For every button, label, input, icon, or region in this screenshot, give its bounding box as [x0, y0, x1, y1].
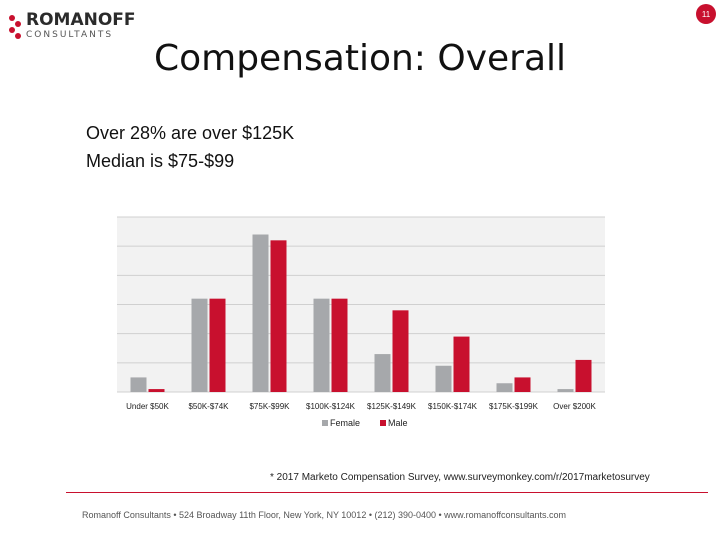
x-tick-label: $100K-$124K [306, 402, 356, 411]
x-tick-label: $150K-$174K [428, 402, 478, 411]
male-bar [514, 377, 531, 392]
female-bar [191, 298, 208, 392]
page-number-badge: 11 [696, 4, 716, 24]
female-bar [557, 389, 574, 392]
bullet-list: Over 28% are over $125K Median is $75-$9… [86, 119, 294, 175]
female-bar [374, 354, 391, 392]
bullet-item: Median is $75-$99 [86, 151, 235, 171]
female-bar [130, 377, 147, 392]
logo-mark-icon [9, 15, 21, 39]
footer-divider [66, 492, 708, 493]
legend-male-swatch [380, 420, 386, 426]
x-tick-label: $125K-$149K [367, 402, 417, 411]
x-tick-label: $75K-$99K [249, 402, 290, 411]
company-logo: ROMANOFF CONSULTANTS [6, 8, 136, 44]
male-bar [148, 389, 165, 392]
male-bar [392, 310, 409, 392]
source-footnote: * 2017 Marketo Compensation Survey, www.… [270, 472, 650, 483]
x-tick-label: $175K-$199K [489, 402, 539, 411]
x-tick-label: Under $50K [126, 402, 169, 411]
male-bar [453, 336, 470, 392]
female-bar [496, 383, 513, 392]
male-bar [209, 298, 226, 392]
footer-contact: Romanoff Consultants • 524 Broadway 11th… [82, 510, 567, 520]
x-tick-label: Over $200K [553, 402, 596, 411]
female-bar [252, 234, 269, 392]
slide-title: Compensation: Overall [153, 38, 567, 79]
legend-female-swatch [322, 420, 328, 426]
legend-male-label: Male [388, 418, 408, 428]
bullet-item: Over 28% are over $125K [86, 123, 295, 143]
female-bar [435, 365, 452, 392]
x-tick-label: $50K-$74K [188, 402, 229, 411]
male-bar [575, 359, 592, 392]
female-bar [313, 298, 330, 392]
male-bar [270, 240, 287, 392]
logo-name: ROMANOFF [26, 10, 136, 30]
legend-female-label: Female [330, 418, 360, 428]
male-bar [331, 298, 348, 392]
logo-subtitle: CONSULTANTS [26, 30, 114, 40]
